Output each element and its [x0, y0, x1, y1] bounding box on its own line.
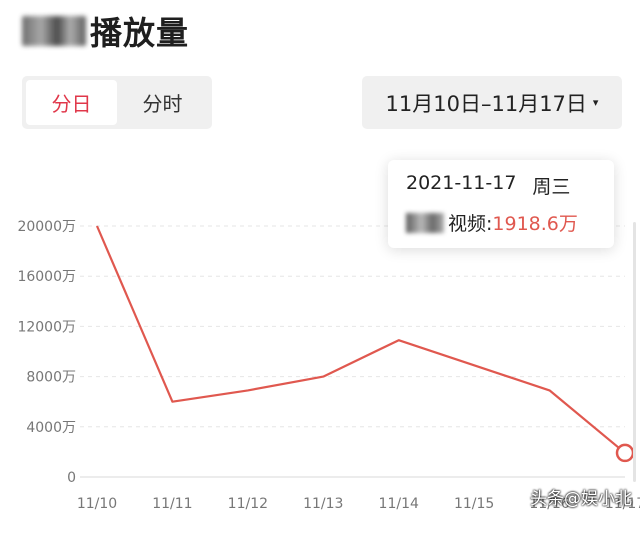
y-tick-label: 16000万: [17, 269, 76, 285]
x-tick-label: 11/12: [228, 496, 268, 512]
watermark: 头条@娱小北: [530, 489, 632, 509]
x-tick-label: 11/17: [605, 496, 640, 512]
x-tick-label: 11/15: [454, 496, 494, 512]
highlight-point[interactable]: [615, 443, 635, 463]
x-tick-label: 11/13: [303, 496, 343, 512]
x-tick-label: 11/14: [379, 496, 419, 512]
y-tick-label: 12000万: [17, 319, 76, 335]
tooltip-weekday: 周三: [532, 176, 571, 198]
date-range-label: 11月10日–11月17日: [385, 91, 587, 116]
y-tick-label: 4000万: [26, 420, 76, 436]
x-tick-label: 11/10: [77, 496, 117, 512]
x-tick-label: 11/16: [529, 496, 569, 512]
tooltip-series-label: 视频:: [448, 213, 493, 235]
page-title: 播放量: [22, 8, 189, 54]
tab-daily[interactable]: 分日: [26, 80, 117, 125]
blurred-brand-icon: [22, 16, 86, 46]
series-line: [95, 225, 626, 454]
tooltip-date: 2021-11-17: [406, 172, 517, 194]
blurred-series-icon: [406, 212, 444, 233]
scrollbar[interactable]: [633, 222, 636, 482]
chart-tooltip: 2021-11-17 周三 视频: 1918.6万: [388, 160, 614, 248]
chevron-down-icon: ▾: [592, 96, 599, 109]
y-tick-label: 0: [67, 470, 76, 486]
tab-hourly[interactable]: 分时: [142, 92, 183, 116]
date-range-dropdown[interactable]: 11月10日–11月17日 ▾: [362, 76, 622, 129]
tooltip-value: 1918.6万: [492, 213, 578, 235]
x-tick-label: 11/11: [152, 496, 192, 512]
y-tick-label: 20000万: [17, 219, 76, 235]
page-title-text: 播放量: [90, 14, 190, 52]
granularity-toggle: 分日 分时: [22, 76, 212, 129]
y-tick-label: 8000万: [26, 370, 76, 386]
